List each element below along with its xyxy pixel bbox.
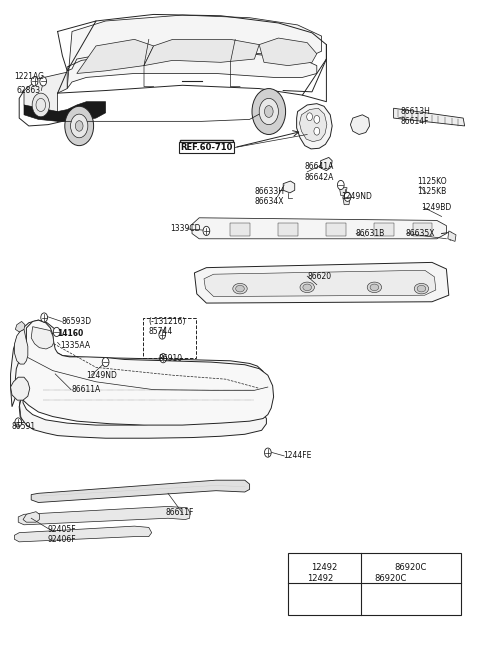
Circle shape — [160, 354, 167, 363]
Text: 62863: 62863 — [17, 86, 41, 95]
Polygon shape — [297, 104, 332, 149]
Circle shape — [344, 192, 351, 201]
Polygon shape — [144, 39, 259, 66]
Circle shape — [314, 127, 320, 135]
Bar — [413, 223, 432, 236]
Polygon shape — [350, 115, 370, 134]
Polygon shape — [259, 38, 317, 66]
Circle shape — [71, 114, 88, 138]
Polygon shape — [204, 270, 436, 297]
Text: 86910: 86910 — [158, 354, 182, 363]
Circle shape — [252, 89, 286, 134]
Polygon shape — [67, 15, 322, 89]
Text: 86611F: 86611F — [166, 508, 194, 518]
Text: 86613H
86614F: 86613H 86614F — [401, 107, 431, 127]
Text: 86641A
86642A: 86641A 86642A — [305, 162, 334, 182]
Ellipse shape — [367, 282, 382, 293]
Polygon shape — [300, 108, 327, 142]
Text: 86631B: 86631B — [355, 229, 384, 238]
Circle shape — [321, 595, 328, 605]
Circle shape — [32, 93, 49, 117]
Ellipse shape — [417, 285, 426, 292]
Text: 1249ND: 1249ND — [341, 192, 372, 201]
Polygon shape — [339, 188, 347, 195]
Ellipse shape — [414, 283, 429, 294]
Circle shape — [102, 358, 109, 367]
Bar — [326, 223, 346, 236]
Bar — [288, 553, 461, 615]
Polygon shape — [15, 320, 274, 425]
Polygon shape — [18, 506, 190, 525]
Polygon shape — [194, 262, 449, 303]
Circle shape — [31, 77, 38, 86]
Polygon shape — [31, 480, 250, 502]
Text: 86591: 86591 — [12, 422, 36, 431]
Polygon shape — [15, 321, 25, 332]
Circle shape — [53, 327, 60, 337]
Circle shape — [264, 106, 273, 117]
Polygon shape — [23, 512, 39, 522]
Polygon shape — [14, 329, 28, 364]
Text: 86635X: 86635X — [406, 229, 435, 238]
Text: 86620: 86620 — [307, 272, 331, 281]
Polygon shape — [283, 181, 295, 193]
Polygon shape — [321, 157, 332, 171]
Circle shape — [159, 330, 166, 339]
Polygon shape — [343, 197, 350, 205]
Text: 92405F
92406F: 92405F 92406F — [47, 525, 76, 544]
Text: 86633H
86634X: 86633H 86634X — [254, 187, 284, 207]
Text: 14160: 14160 — [58, 329, 84, 338]
Text: 1249BD: 1249BD — [421, 203, 452, 212]
Circle shape — [337, 180, 344, 190]
Circle shape — [15, 418, 22, 427]
Circle shape — [379, 595, 386, 605]
Polygon shape — [24, 72, 67, 113]
Text: 1221AG: 1221AG — [14, 72, 44, 81]
Circle shape — [307, 113, 312, 121]
Circle shape — [264, 448, 271, 457]
Text: 86920C: 86920C — [395, 564, 427, 573]
Polygon shape — [14, 526, 152, 542]
Text: 12492: 12492 — [311, 564, 337, 573]
Circle shape — [314, 115, 320, 123]
Text: 1335AA: 1335AA — [60, 340, 90, 350]
Text: 86920C: 86920C — [374, 574, 407, 583]
Bar — [374, 223, 394, 236]
Polygon shape — [11, 377, 30, 400]
Circle shape — [435, 595, 442, 605]
Ellipse shape — [233, 283, 247, 294]
Bar — [180, 140, 233, 152]
Circle shape — [65, 106, 94, 146]
Ellipse shape — [370, 284, 379, 291]
Polygon shape — [394, 108, 465, 126]
Text: (-131216)
85744: (-131216) 85744 — [149, 317, 186, 337]
Bar — [278, 223, 298, 236]
Text: 12492: 12492 — [307, 574, 334, 583]
Circle shape — [41, 313, 48, 322]
Text: 1244FE: 1244FE — [283, 451, 312, 461]
Polygon shape — [192, 218, 446, 239]
Text: 86611A: 86611A — [71, 385, 100, 394]
Text: REF.60-710: REF.60-710 — [180, 143, 232, 152]
Polygon shape — [31, 327, 54, 349]
Ellipse shape — [303, 284, 312, 291]
Circle shape — [75, 121, 83, 131]
Circle shape — [203, 226, 210, 236]
Text: 1339CD: 1339CD — [170, 224, 201, 234]
Circle shape — [259, 98, 278, 125]
Text: 1125KO
1125KB: 1125KO 1125KB — [418, 176, 447, 196]
Polygon shape — [11, 320, 266, 438]
Polygon shape — [24, 102, 106, 121]
Bar — [143, 318, 196, 358]
Ellipse shape — [236, 285, 244, 292]
Text: 1249ND: 1249ND — [86, 371, 117, 380]
Circle shape — [40, 77, 47, 86]
Text: 86593D: 86593D — [61, 317, 92, 326]
Polygon shape — [77, 39, 154, 73]
Ellipse shape — [300, 282, 314, 293]
Polygon shape — [448, 231, 456, 241]
Circle shape — [407, 595, 414, 605]
Bar — [230, 223, 250, 236]
